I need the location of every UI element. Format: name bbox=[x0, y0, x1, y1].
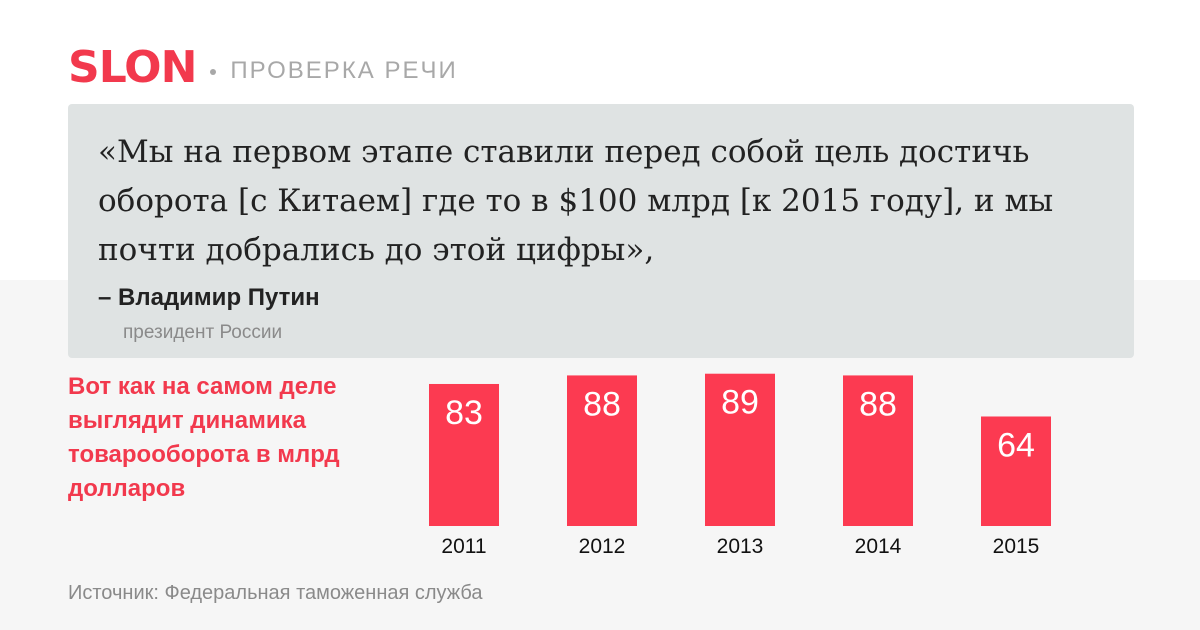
bar-2011 bbox=[429, 383, 499, 526]
bar-value-label-2011: 83 bbox=[445, 394, 483, 432]
bar-2015 bbox=[981, 416, 1051, 526]
bar-2013 bbox=[705, 373, 775, 526]
bar-2014 bbox=[843, 375, 913, 526]
chart-caption: Вот как на самом деле выглядит динамика … bbox=[68, 373, 340, 502]
x-tick-label-2011: 2011 bbox=[441, 535, 486, 558]
quote-author-role: президент России bbox=[123, 322, 283, 343]
bar-2012 bbox=[567, 375, 637, 526]
x-tick-label-2012: 2012 bbox=[579, 535, 626, 558]
bar-value-label-2012: 88 bbox=[583, 385, 621, 423]
brand-header: SLON ПРОВЕРКА РЕЧИ bbox=[68, 46, 458, 90]
bar-value-label-2015: 64 bbox=[997, 426, 1035, 464]
bar-value-label-2013: 89 bbox=[721, 384, 759, 422]
quote-box: «Мы на первом этапе ставили перед собой … bbox=[68, 104, 1134, 358]
x-tick-label-2015: 2015 bbox=[993, 535, 1040, 558]
separator-dot bbox=[210, 69, 217, 75]
quote-author: – Владимир Путин bbox=[98, 284, 320, 311]
x-tick-label-2013: 2013 bbox=[717, 535, 764, 558]
quote-text: «Мы на первом этапе ставили перед собой … bbox=[98, 134, 1054, 268]
bar-value-label-2014: 88 bbox=[859, 385, 897, 423]
x-tick-label-2014: 2014 bbox=[855, 535, 902, 558]
source-note: Источник: Федеральная таможенная служба bbox=[68, 582, 483, 604]
slon-logo[interactable]: SLON bbox=[68, 42, 197, 93]
section-title: ПРОВЕРКА РЕЧИ bbox=[230, 57, 458, 84]
